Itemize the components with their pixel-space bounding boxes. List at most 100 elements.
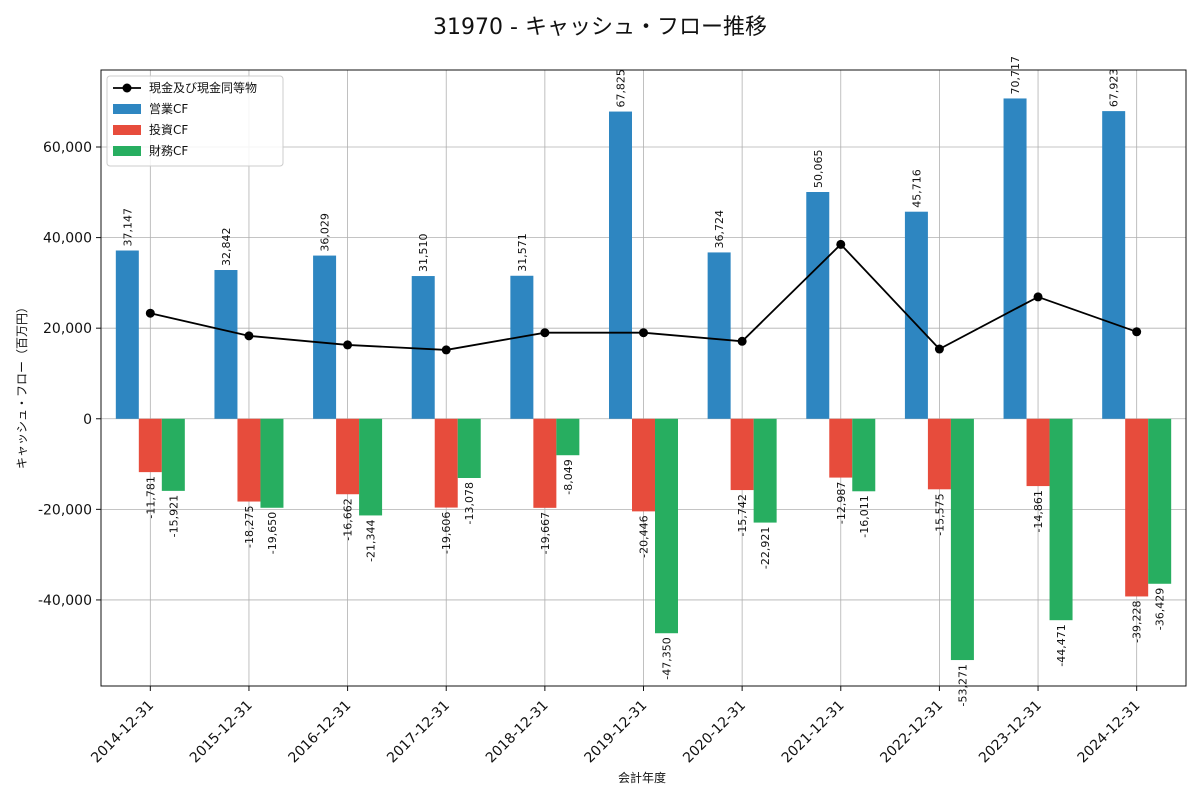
- data-label: 36,029: [319, 213, 332, 252]
- line-point: [1132, 327, 1142, 337]
- bar-財務CF: [260, 418, 284, 508]
- bar-営業CF: [115, 250, 139, 419]
- line-point: [145, 308, 155, 318]
- data-label: 31,571: [516, 233, 529, 272]
- y-axis-label: キャッシュ・フロー（百万円）: [15, 301, 29, 469]
- labels-layer: 37,147 32,842 36,029 31,510 31,571 67,825 36,7…: [121, 56, 1166, 707]
- bar-投資CF: [336, 418, 360, 495]
- data-label: -21,344: [365, 519, 378, 561]
- line-point: [244, 331, 254, 341]
- bar-財務CF: [556, 418, 580, 456]
- legend-marker: [122, 83, 132, 93]
- data-label: -19,667: [539, 512, 552, 554]
- y-tick-label: 20,000: [43, 321, 92, 337]
- data-label: -13,078: [463, 482, 476, 524]
- bar-財務CF: [852, 418, 876, 492]
- data-label: 67,923: [1108, 69, 1121, 108]
- data-label: -47,350: [661, 637, 674, 679]
- data-label: -18,275: [243, 506, 256, 548]
- data-label: 50,065: [812, 149, 825, 188]
- plot-frame: [100, 69, 1187, 687]
- y-tick-label: 40,000: [43, 231, 92, 247]
- data-label: 31,510: [417, 234, 430, 273]
- chart-title: 31970 - キャッシュ・フロー推移: [433, 15, 767, 40]
- y-tick-label: -20,000: [38, 502, 92, 518]
- legend-label: 財務CF: [149, 143, 188, 158]
- data-label: -8,049: [562, 459, 575, 494]
- data-label: -20,446: [638, 515, 651, 557]
- data-label: 67,825: [615, 69, 628, 108]
- bar-投資CF: [533, 418, 557, 508]
- legend-swatch: [113, 104, 141, 114]
- legend-label: 投資CF: [149, 122, 188, 137]
- line-point: [343, 340, 353, 350]
- data-label: 36,724: [713, 210, 726, 249]
- data-label: -39,228: [1131, 600, 1144, 642]
- data-label: -44,471: [1055, 624, 1068, 666]
- data-label: -36,429: [1154, 588, 1167, 630]
- data-label: -16,011: [858, 495, 871, 537]
- y-tick-label: 60,000: [43, 140, 92, 156]
- bar-営業CF: [904, 211, 928, 419]
- data-label: 45,716: [910, 169, 923, 208]
- bar-営業CF: [214, 270, 238, 419]
- data-label: -15,575: [933, 493, 946, 535]
- legend-swatch: [113, 146, 141, 156]
- data-label: -22,921: [759, 527, 772, 569]
- legend-box: [106, 75, 284, 167]
- line-point: [737, 336, 747, 346]
- bar-投資CF: [1026, 418, 1050, 487]
- data-label: -53,271: [956, 664, 969, 706]
- data-label: 32,842: [220, 228, 233, 266]
- bar-投資CF: [730, 418, 754, 491]
- y-tick-label: 0: [83, 412, 92, 428]
- legend-swatch: [113, 125, 141, 135]
- data-label: -11,781: [144, 476, 157, 518]
- bar-営業CF: [1102, 111, 1126, 419]
- bar-財務CF: [359, 418, 383, 516]
- data-label: -15,921: [167, 495, 180, 537]
- bars-layer: [115, 98, 1172, 661]
- bar-財務CF: [753, 418, 777, 523]
- line-point: [836, 239, 846, 249]
- bar-投資CF: [1125, 418, 1149, 597]
- data-label: -19,650: [266, 512, 279, 554]
- bar-投資CF: [434, 418, 458, 508]
- line-point: [441, 345, 451, 355]
- data-label: -15,742: [736, 494, 749, 536]
- bar-財務CF: [1148, 418, 1172, 584]
- data-label: 37,147: [121, 208, 134, 247]
- bar-投資CF: [829, 418, 853, 478]
- bar-財務CF: [161, 418, 185, 491]
- bar-投資CF: [927, 418, 951, 490]
- bar-財務CF: [1049, 418, 1073, 621]
- legend-label: 現金及び現金同等物: [149, 80, 257, 95]
- bar-営業CF: [510, 275, 534, 419]
- bar-営業CF: [313, 255, 337, 419]
- bar-財務CF: [950, 418, 974, 661]
- data-label: -19,606: [440, 512, 453, 554]
- y-tick-label: -40,000: [38, 593, 92, 609]
- bar-投資CF: [632, 418, 655, 512]
- bar-営業CF: [1003, 98, 1027, 419]
- bar-財務CF: [457, 418, 481, 479]
- line-point: [1033, 292, 1043, 302]
- bar-営業CF: [707, 252, 731, 419]
- bar-営業CF: [806, 191, 830, 419]
- data-label: -16,662: [342, 498, 355, 540]
- x-axis-label: 会計年度: [618, 770, 666, 785]
- bar-投資CF: [138, 418, 162, 473]
- line-layer: [145, 239, 1142, 355]
- data-label: -12,987: [835, 482, 848, 524]
- legend-label: 営業CF: [149, 102, 188, 116]
- line-point: [540, 328, 550, 338]
- line-point: [639, 328, 648, 338]
- line-point: [934, 344, 944, 354]
- bar-投資CF: [237, 418, 261, 502]
- bar-営業CF: [609, 111, 632, 419]
- bar-営業CF: [411, 276, 435, 419]
- bar-財務CF: [655, 418, 678, 634]
- data-label: 70,717: [1009, 56, 1022, 94]
